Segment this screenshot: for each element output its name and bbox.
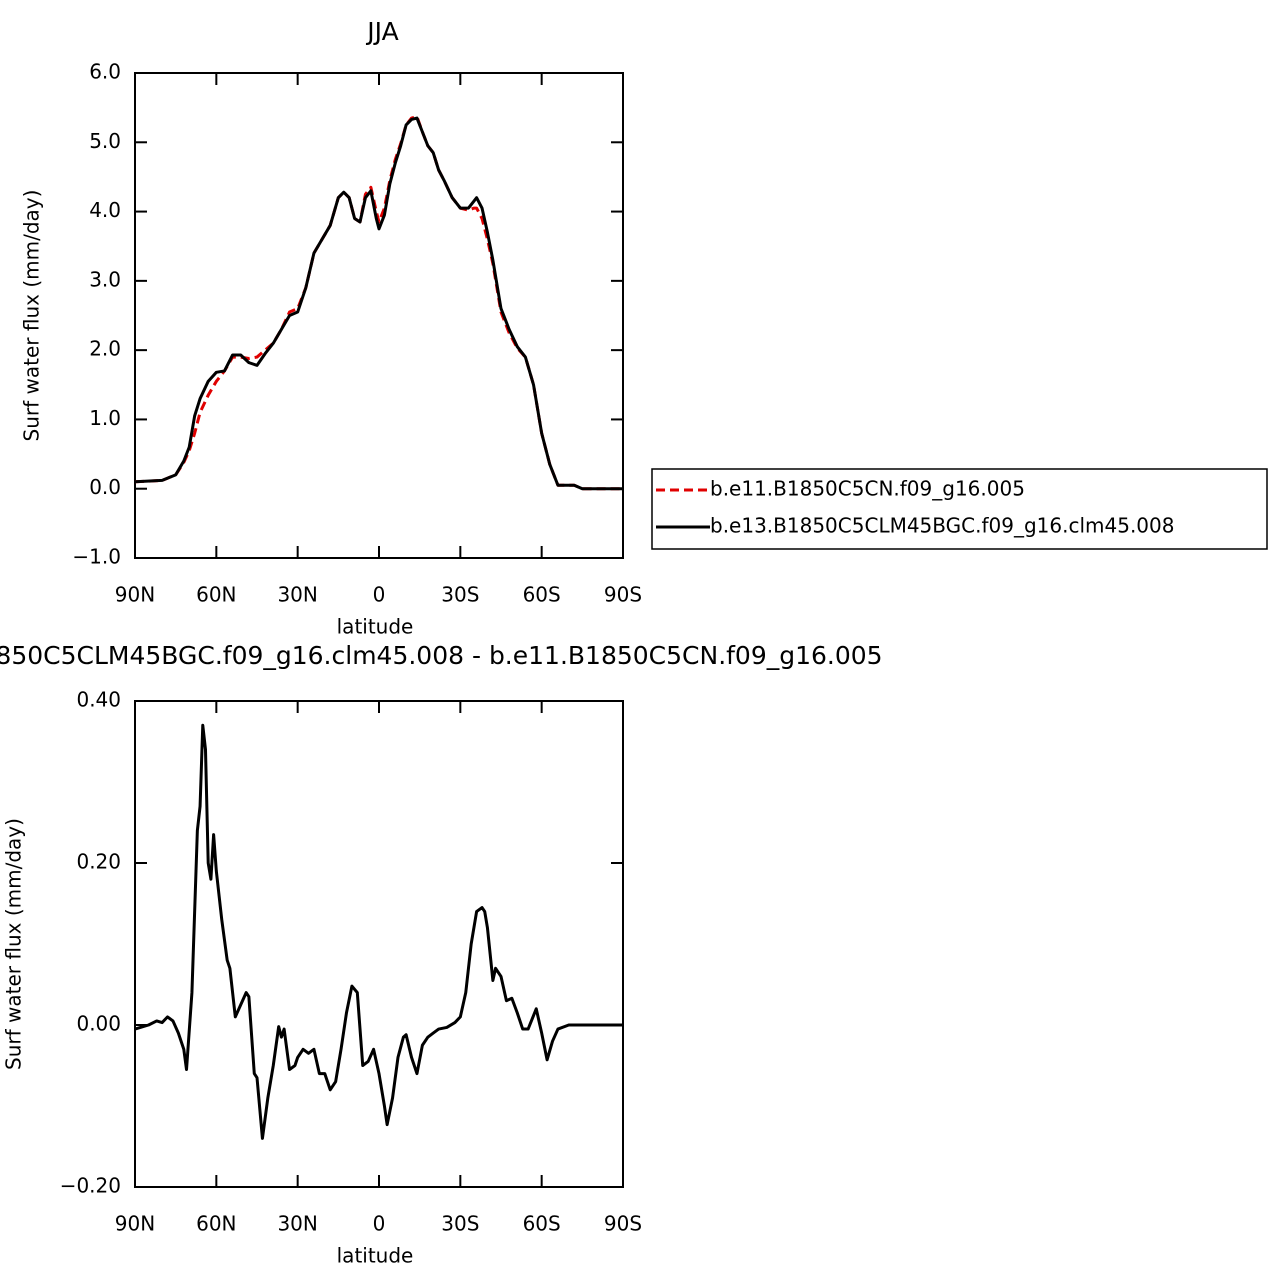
y-axis-label: Surf water flux (mm/day): [2, 818, 26, 1070]
y-tick-label: 0.20: [76, 850, 121, 874]
x-tick-label: 60S: [523, 1212, 561, 1236]
x-tick-label: 90N: [115, 583, 155, 607]
legend-box: [651, 468, 1268, 550]
y-tick-label: 0.0: [89, 475, 121, 499]
x-tick-label: 0: [373, 583, 386, 607]
y-tick-label: −0.20: [60, 1174, 121, 1198]
x-tick-label: 0: [373, 1212, 386, 1236]
x-tick-label: 30S: [441, 1212, 479, 1236]
y-tick-label: 4.0: [89, 198, 121, 222]
x-tick-label: 30S: [441, 583, 479, 607]
data-line: [134, 723, 623, 1140]
plot-frame: [134, 72, 624, 559]
data-line: [134, 116, 623, 491]
data-line: [134, 115, 623, 491]
y-tick-label: 5.0: [89, 129, 121, 153]
x-tick-label: 30N: [277, 583, 317, 607]
y-tick-label: 0.00: [76, 1012, 121, 1036]
chart-title: JJA: [365, 17, 398, 46]
x-axis-label: latitude: [337, 615, 414, 639]
x-tick-label: 60N: [196, 583, 236, 607]
y-tick-label: 1.0: [89, 406, 121, 430]
x-tick-label: 30N: [277, 1212, 317, 1236]
y-tick-label: −1.0: [72, 545, 121, 569]
x-tick-label: 90S: [604, 583, 642, 607]
x-tick-label: 60S: [523, 583, 561, 607]
y-tick-label: 6.0: [89, 60, 121, 84]
y-tick-label: 0.40: [76, 688, 121, 712]
legend-label: b.e11.B1850C5CN.f09_g16.005: [710, 477, 1025, 501]
x-tick-label: 90S: [604, 1212, 642, 1236]
chart-title: b.e13.B1850C5CLM45BGC.f09_g16.clm45.008 …: [0, 641, 883, 670]
x-tick-label: 60N: [196, 1212, 236, 1236]
x-axis-label: latitude: [337, 1244, 414, 1268]
x-tick-label: 90N: [115, 1212, 155, 1236]
plot-frame: [134, 700, 624, 1188]
legend-label: b.e13.B1850C5CLM45BGC.f09_g16.clm45.008: [710, 514, 1174, 538]
y-tick-label: 3.0: [89, 267, 121, 291]
y-axis-label: Surf water flux (mm/day): [20, 190, 44, 442]
y-tick-label: 2.0: [89, 337, 121, 361]
